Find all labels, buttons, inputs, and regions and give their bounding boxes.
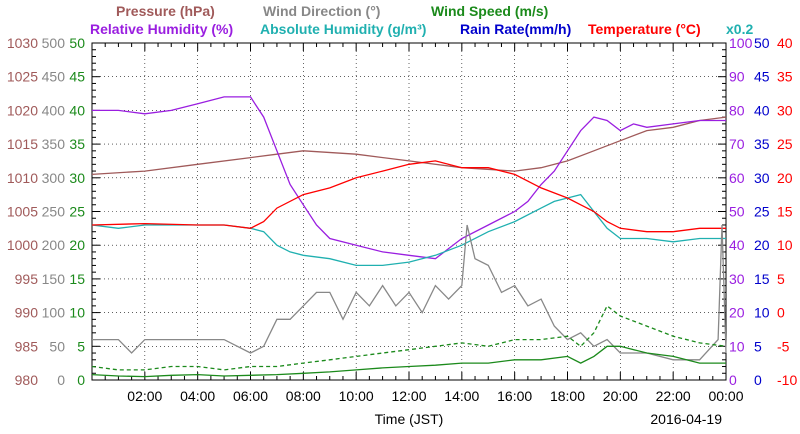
relative_humidity-tick-label: 10 <box>729 338 745 354</box>
rain_rate-tick-label: 0 <box>754 372 762 388</box>
wind_direction-tick-label: 250 <box>42 204 66 220</box>
relative_humidity-tick-label: 60 <box>729 170 745 186</box>
x-tick-label: 06:00 <box>233 388 268 404</box>
temperature-tick-label: 15 <box>777 204 793 220</box>
wind_direction-tick-label: 500 <box>42 35 66 51</box>
pressure-tick-label: 1000 <box>7 237 38 253</box>
x-tick-label: 22:00 <box>656 388 691 404</box>
temperature-tick-label: 5 <box>777 271 785 287</box>
rain_rate-tick-label: 5 <box>754 338 762 354</box>
pressure-tick-label: 1010 <box>7 170 38 186</box>
series-line-wind_direction <box>92 224 727 361</box>
wind_direction-tick-label: 300 <box>42 170 66 186</box>
rain_rate-tick-label: 15 <box>754 271 770 287</box>
rain_rate-tick-label: 45 <box>754 69 770 85</box>
wind_direction-tick-label: 400 <box>42 102 66 118</box>
series-line-wind_speed_gust <box>91 304 727 371</box>
pressure-tick-label: 1015 <box>7 136 38 152</box>
rain_rate-tick-label: 35 <box>754 136 770 152</box>
wind_speed-tick-label: 35 <box>69 136 85 152</box>
legend-item-row2-2: Rain Rate(mm/h) <box>460 21 571 37</box>
temperature-tick-label: 10 <box>777 237 793 253</box>
temperature-tick-label: -10 <box>777 372 797 388</box>
relative_humidity-tick-label: 20 <box>729 305 745 321</box>
x-tick-label: 02:00 <box>127 388 162 404</box>
temperature-tick-label: -5 <box>777 338 790 354</box>
legend-item-row2-0: Relative Humidity (%) <box>90 21 233 37</box>
relative_humidity-tick-label: 70 <box>729 136 745 152</box>
rain_rate-tick-label: 20 <box>754 237 770 253</box>
wind_direction-tick-label: 350 <box>42 136 66 152</box>
relative_humidity-tick-label: 50 <box>729 204 745 220</box>
wind_speed-tick-label: 5 <box>77 338 85 354</box>
wind_direction-tick-label: 150 <box>42 271 66 287</box>
x-tick-label: 08:00 <box>286 388 321 404</box>
relative_humidity-tick-label: 80 <box>729 102 745 118</box>
wind_direction-tick-label: 200 <box>42 237 66 253</box>
x-tick-label: 16:00 <box>497 388 532 404</box>
wind_speed-tick-label: 40 <box>69 102 85 118</box>
relative_humidity-tick-label: 90 <box>729 69 745 85</box>
pressure-tick-label: 980 <box>15 372 39 388</box>
pressure-tick-label: 995 <box>15 271 39 287</box>
relative_humidity-tick-label: 40 <box>729 237 745 253</box>
rain_rate-tick-label: 50 <box>754 35 770 51</box>
temperature-tick-label: 35 <box>777 69 793 85</box>
x-tick-label: 00:00 <box>708 388 743 404</box>
x-tick-label: 18:00 <box>550 388 585 404</box>
wind_direction-tick-label: 50 <box>49 338 65 354</box>
x-tick-label: 10:00 <box>339 388 374 404</box>
legend-item-row2-1: Absolute Humidity (g/m³) <box>260 21 426 37</box>
rain_rate-tick-label: 25 <box>754 204 770 220</box>
temperature-tick-label: 30 <box>777 102 793 118</box>
wind_speed-tick-label: 10 <box>69 305 85 321</box>
wind_speed-tick-label: 20 <box>69 237 85 253</box>
legend-item-0: Pressure (hPa) <box>116 3 215 19</box>
x-tick-label: 20:00 <box>603 388 638 404</box>
wind_direction-tick-label: 450 <box>42 69 66 85</box>
legend-item-2: Wind Speed (m/s) <box>431 3 548 19</box>
legend-item-row2-3: Temperature (°C) <box>588 21 701 37</box>
wind_speed-tick-label: 25 <box>69 204 85 220</box>
pressure-tick-label: 1005 <box>7 204 38 220</box>
wind_speed-tick-label: 30 <box>69 170 85 186</box>
wind_speed-tick-label: 50 <box>69 35 85 51</box>
pressure-tick-label: 1030 <box>7 35 38 51</box>
rain_rate-tick-label: 10 <box>754 305 770 321</box>
series-line-pressure <box>91 116 727 176</box>
pressure-tick-label: 990 <box>15 305 39 321</box>
temperature-tick-label: 0 <box>777 305 785 321</box>
series-line-temperature <box>91 160 726 233</box>
wind_direction-tick-label: 0 <box>57 372 65 388</box>
date-label: 2016-04-19 <box>650 411 722 427</box>
pressure-tick-label: 985 <box>15 338 39 354</box>
wind_speed-tick-label: 45 <box>69 69 85 85</box>
temperature-tick-label: 20 <box>777 170 793 186</box>
pressure-tick-label: 1020 <box>7 102 38 118</box>
legend-item-1: Wind Direction (°) <box>263 3 380 19</box>
relative_humidity-tick-label: 100 <box>729 35 753 51</box>
wind_direction-tick-label: 100 <box>42 305 66 321</box>
relative_humidity-tick-label: 30 <box>729 271 745 287</box>
legend-item-row2-4: x0.2 <box>726 21 753 37</box>
x-tick-label: 12:00 <box>391 388 426 404</box>
x-tick-label: 04:00 <box>180 388 215 404</box>
temperature-tick-label: 25 <box>777 136 793 152</box>
rain_rate-tick-label: 30 <box>754 170 770 186</box>
series-line-relative_humidity <box>92 96 726 260</box>
relative_humidity-tick-label: 0 <box>729 372 737 388</box>
x-axis-title: Time (JST) <box>375 411 444 427</box>
wind_speed-tick-label: 15 <box>69 271 85 287</box>
wind_speed-tick-label: 0 <box>77 372 85 388</box>
temperature-tick-label: 40 <box>777 35 793 51</box>
x-tick-label: 14:00 <box>444 388 479 404</box>
rain_rate-tick-label: 40 <box>754 102 770 118</box>
pressure-tick-label: 1025 <box>7 69 38 85</box>
series-line-wind_speed <box>91 345 726 378</box>
